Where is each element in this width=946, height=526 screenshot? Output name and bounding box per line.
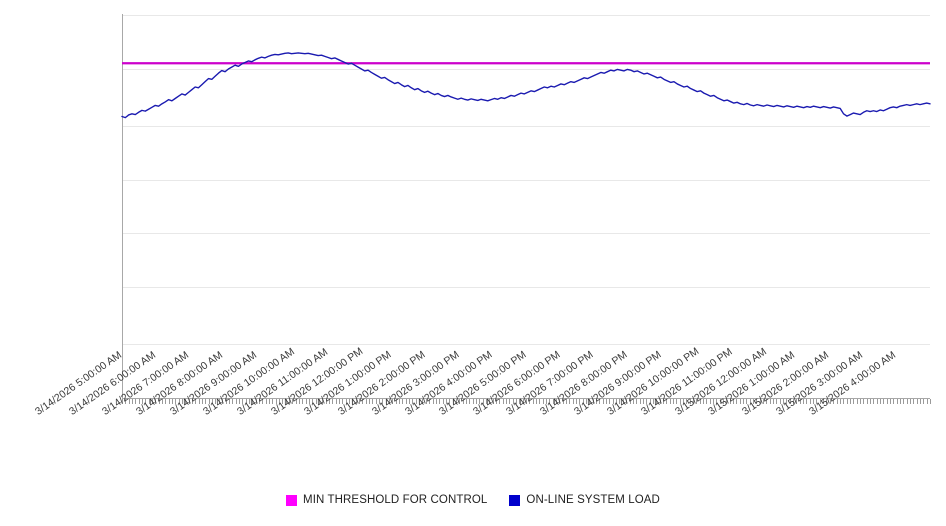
chart-svg (121, 14, 931, 404)
legend-item-system-load[interactable]: ON-LINE SYSTEM LOAD (509, 494, 660, 506)
legend-label-system-load: ON-LINE SYSTEM LOAD (526, 494, 660, 506)
x-axis-labels: 3/14/2026 5:00:00 AM 3/14/2026 6:00:00 AM… (0, 345, 946, 494)
gridlines-group (122, 15, 930, 345)
online-system-load-series (121, 52, 931, 119)
plot-area (121, 14, 931, 404)
legend-swatch-blue (509, 494, 521, 506)
axes-group (122, 14, 930, 399)
legend-swatch-magenta (286, 494, 298, 506)
legend-label-min-threshold: MIN THRESHOLD FOR CONTROL (303, 494, 488, 506)
chart-legend: MIN THRESHOLD FOR CONTROL ON-LINE SYSTEM… (0, 494, 946, 506)
legend-item-min-threshold[interactable]: MIN THRESHOLD FOR CONTROL (286, 494, 487, 506)
x-axis-ticks (122, 399, 931, 404)
